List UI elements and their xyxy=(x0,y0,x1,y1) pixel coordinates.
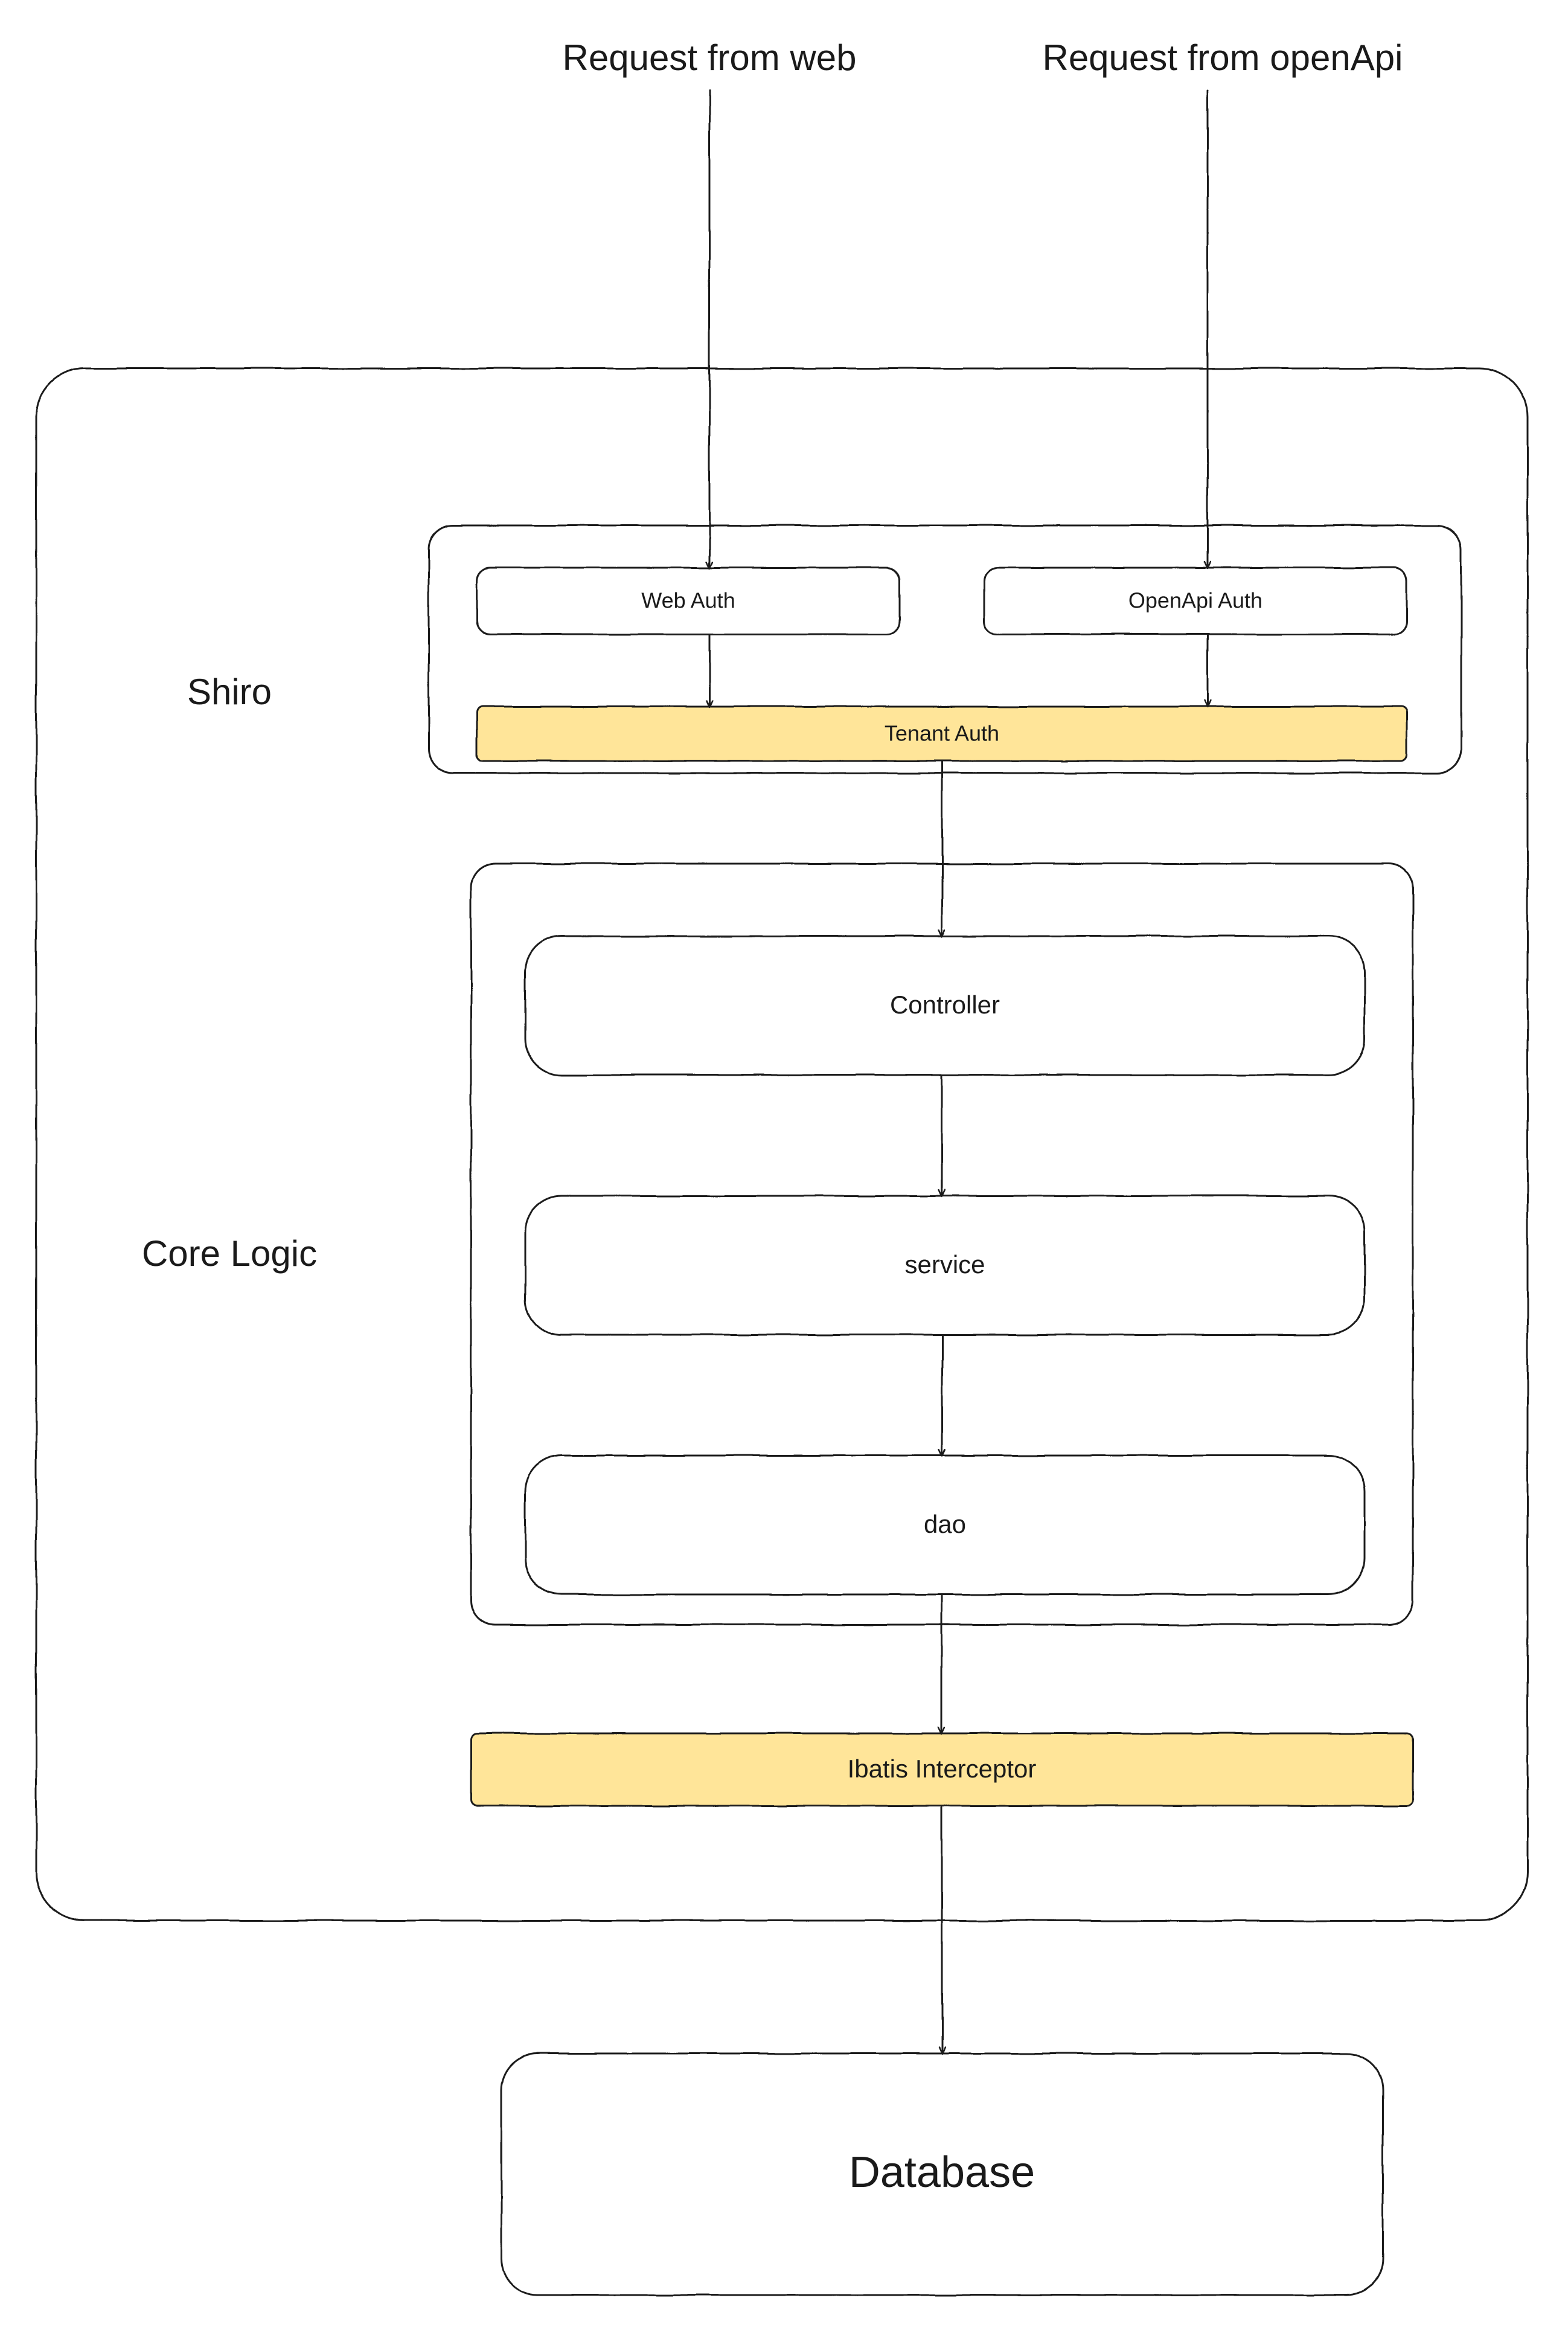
node-label-controller: Controller xyxy=(890,990,1000,1019)
node-label-web-auth: Web Auth xyxy=(641,588,735,613)
label-req-api: Request from openApi xyxy=(1042,37,1403,78)
node-label-ibatis: Ibatis Interceptor xyxy=(848,1754,1037,1783)
node-label-dao: dao xyxy=(924,1510,966,1538)
architecture-diagram: Request from web Request from openApi Shir… xyxy=(0,0,1568,2350)
label-req-web: Request from web xyxy=(563,37,857,78)
node-label-openapi-auth: OpenApi Auth xyxy=(1128,588,1262,613)
node-label-tenant-auth: Tenant Auth xyxy=(885,721,999,746)
node-label-service: service xyxy=(904,1250,985,1279)
label-corelogic: Core Logic xyxy=(142,1233,317,1274)
label-shiro: Shiro xyxy=(187,672,272,712)
node-label-database: Database xyxy=(849,2148,1035,2197)
